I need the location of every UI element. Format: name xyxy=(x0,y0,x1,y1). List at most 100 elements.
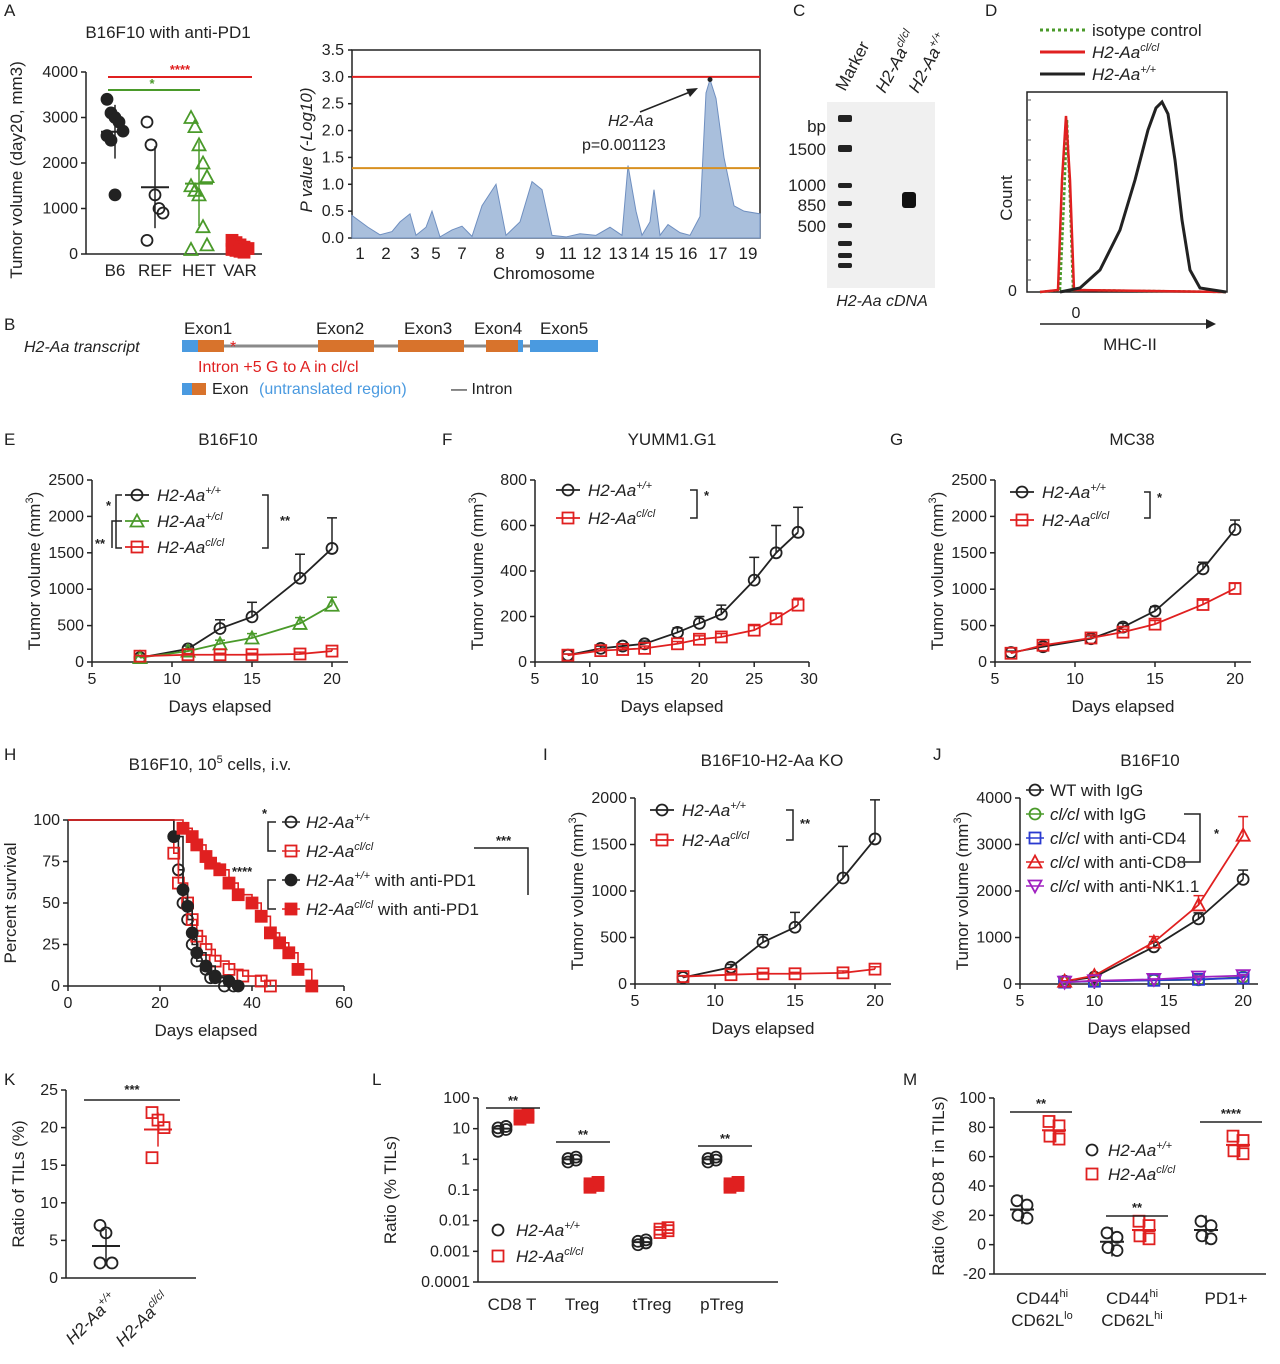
panel-b-exon4 xyxy=(486,340,518,352)
panel-b-mutation-star: * xyxy=(230,339,236,356)
panel-l-point xyxy=(521,1107,535,1121)
panel-a2-arrowhead xyxy=(686,88,698,97)
legend-label: H2-Aacl/cl xyxy=(157,537,225,557)
panel-a-sig-green: * xyxy=(149,76,155,91)
panel-e-ytick-label: 1000 xyxy=(48,581,84,598)
panel-h-series-point xyxy=(236,969,250,983)
panel-k-point xyxy=(93,1218,107,1232)
panel-g-ytick-label: 2500 xyxy=(951,472,987,489)
panel-a-xlabel: B6 xyxy=(105,261,126,280)
panel-b-exon-labels: Exon1 Exon2 Exon3 Exon4 Exon5 xyxy=(184,319,588,338)
panel-b-utr-5 xyxy=(182,340,198,352)
panel-a-point xyxy=(194,154,212,170)
panel-h-title: B16F10, 105 cells, i.v. xyxy=(129,754,292,774)
panel-j-series-point xyxy=(1190,896,1207,912)
panel-m-ytick-label: 80 xyxy=(968,1119,986,1136)
legend-marker xyxy=(1015,513,1029,527)
panel-e-ylabel: Tumor volume (mm3) xyxy=(24,492,44,651)
panel-h-legend-label: H2-Aacl/cl xyxy=(306,841,374,861)
panel-b-transcript-label: H2-Aa transcript xyxy=(24,339,140,356)
panel-a2-xtick-label: 8 xyxy=(495,244,504,263)
panel-e-bracket-inner xyxy=(111,520,122,548)
panel-a2-xticks: 1 2 3 5 7 8 9 11 12 13 14 15 16 17 19 xyxy=(355,244,757,263)
panel-l-ytick-label: 0.1 xyxy=(448,1182,470,1199)
panel-a2-ytick-label: 1.5 xyxy=(322,149,344,166)
panel-m-point xyxy=(1142,1232,1156,1246)
panel-g-series-line xyxy=(1010,528,1236,654)
panel-m-ylabel: Ratio (% CD8 T in TILs) xyxy=(929,1096,948,1276)
panel-l-point xyxy=(731,1175,745,1189)
panel-e-title: B16F10 xyxy=(198,430,258,449)
panel-a-point xyxy=(182,109,200,124)
panel-g-ytick-label: 1000 xyxy=(951,581,987,598)
panel-m-ytick-label: 20 xyxy=(968,1207,986,1224)
panel-k-xlabel: H2-Aa+/+ xyxy=(61,1288,121,1348)
panel-e-series-line xyxy=(139,547,333,659)
panel-d-ytick-0: 0 xyxy=(1008,283,1017,300)
panel-h-ytick-label: 25 xyxy=(42,937,60,954)
panel-c-gel xyxy=(827,102,935,288)
panel-j-sig: * xyxy=(1214,826,1220,841)
legend-label: H2-Aa+/+ xyxy=(682,800,747,820)
panel-b-exon1 xyxy=(198,340,224,352)
panel-letter-i: I xyxy=(543,745,548,764)
panel-b-legend-intron: — Intron xyxy=(451,381,512,398)
panel-letter-e: E xyxy=(4,430,15,449)
panel-d-ylabel: Count xyxy=(997,175,1016,221)
panel-j-xtick-label: 20 xyxy=(1234,993,1252,1010)
panel-m-point xyxy=(1052,1119,1066,1133)
panel-l-ylabel: Ratio (% TILs) xyxy=(381,1136,400,1244)
panel-j-series-point xyxy=(1086,974,1103,990)
panel-h-xtick-label: 20 xyxy=(151,995,169,1012)
panel-h-sig-2: **** xyxy=(232,864,253,879)
panel-m-point xyxy=(1142,1219,1156,1232)
panel-h-series-line xyxy=(68,819,239,986)
panel-d-curves xyxy=(1027,99,1227,294)
panel-h-series-line xyxy=(68,819,272,986)
panel-g-series-point xyxy=(1036,638,1050,652)
panel-k-ytick-label: 10 xyxy=(40,1195,58,1212)
panel-e-series-point xyxy=(213,648,227,662)
panel-a2-area-fill xyxy=(351,77,761,239)
panel-f-xtick-label: 20 xyxy=(691,671,709,688)
panel-a2-frame xyxy=(351,49,761,239)
panel-l-point xyxy=(499,1120,513,1133)
panel-h-series-point xyxy=(181,899,195,913)
panel-h-series-point xyxy=(231,888,245,902)
panel-g-series-point xyxy=(1228,582,1242,595)
panel-f-ytick-label: 600 xyxy=(500,518,527,535)
panel-i-ytick-label: 1500 xyxy=(591,837,627,854)
panel-j-legend-label: cl/cl with anti-CD4 xyxy=(1050,829,1186,848)
panel-h-ytick-label: 75 xyxy=(42,854,60,871)
panel-letter-c: C xyxy=(793,1,805,20)
panel-a2-xtick-label: 14 xyxy=(631,244,650,263)
panel-a-point xyxy=(108,188,122,202)
legend-marker xyxy=(655,803,669,817)
panel-h-series-point xyxy=(190,946,204,960)
panel-l-point xyxy=(701,1152,715,1165)
panel-d-x-arrowhead xyxy=(1206,319,1216,329)
panel-h-series-point xyxy=(204,856,218,870)
panel-m-legend-marker xyxy=(1085,1143,1099,1157)
panel-g-series-point xyxy=(1228,523,1242,536)
panel-l: 100 10 1 0.1 0.01 0.001 0.0001 Ratio (% TILs) CD… xyxy=(381,1090,778,1314)
panel-f-series-point xyxy=(561,648,575,662)
panel-j-series-point xyxy=(1236,872,1250,886)
panel-a-xlabel: VAR xyxy=(223,261,257,280)
panel-j-legend-label: WT with IgG xyxy=(1050,781,1143,800)
panel-m-point xyxy=(1020,1211,1034,1225)
panel-b-exon3 xyxy=(398,340,464,352)
panel-a2-xtick-label: 12 xyxy=(583,244,602,263)
panel-b-exon5 xyxy=(530,340,598,352)
panel-j-legend-marker xyxy=(1028,807,1042,821)
panel-c-marker-band xyxy=(838,201,852,206)
legend-label: H2-Aa+/+ xyxy=(157,485,222,505)
panel-h-series-point xyxy=(273,936,287,950)
panel-l-xlabel: CD8 T xyxy=(488,1295,537,1314)
panel-k-ytick-label: 15 xyxy=(40,1157,58,1174)
panel-e-xtick-label: 20 xyxy=(323,671,341,688)
panel-letter-f: F xyxy=(442,430,452,449)
panel-f-series-point xyxy=(791,525,805,539)
panel-j-series-point xyxy=(1190,970,1207,986)
panel-m-point xyxy=(1195,1229,1209,1243)
